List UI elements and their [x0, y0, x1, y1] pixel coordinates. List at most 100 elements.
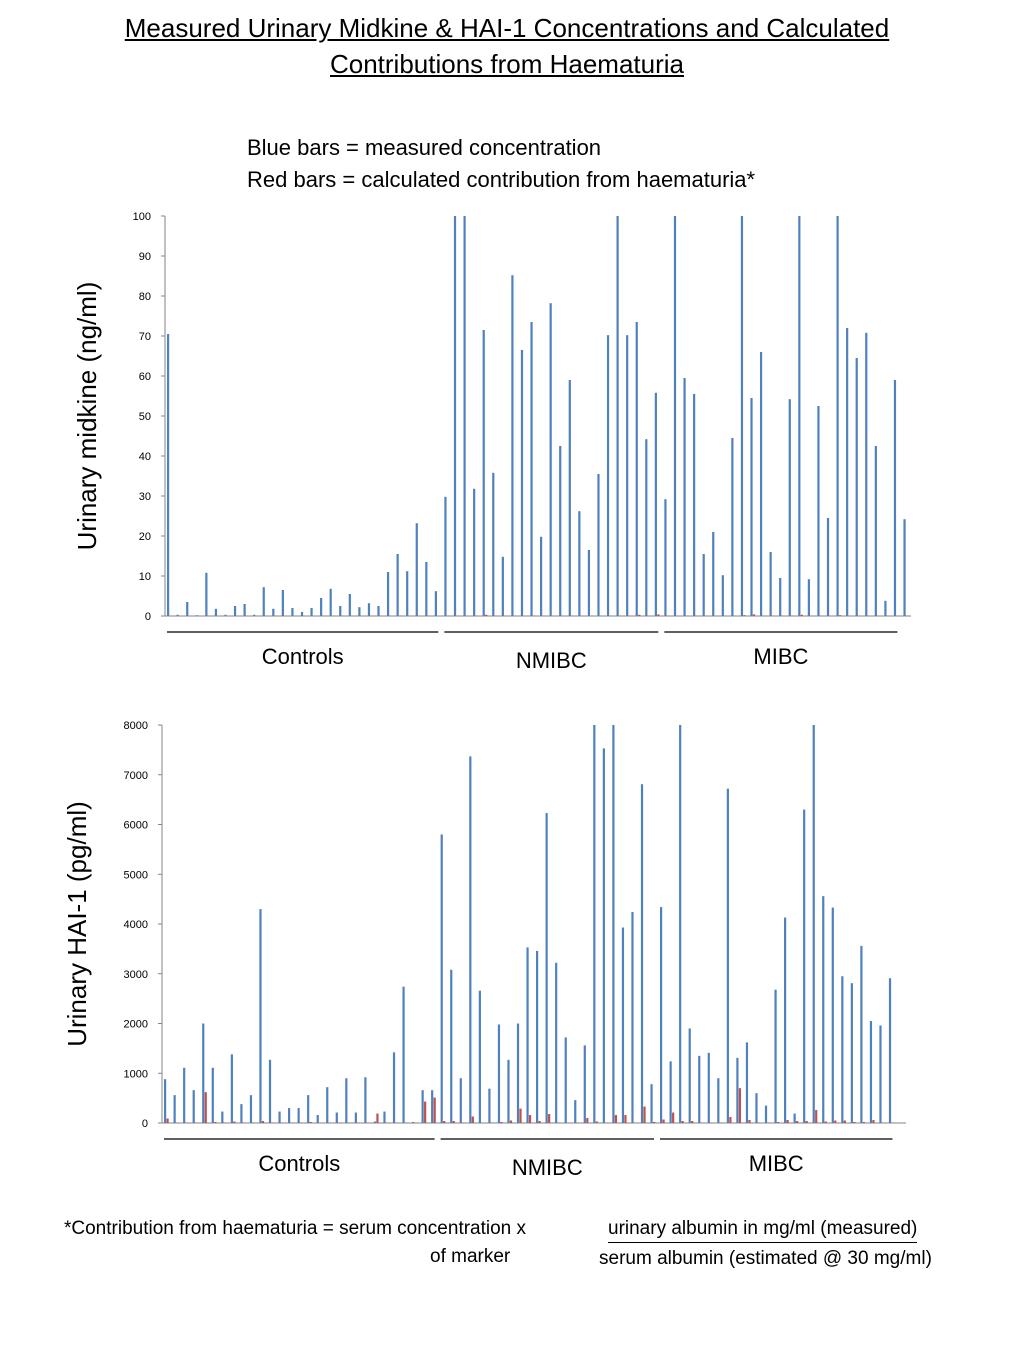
hai1-chart-svg: 0 1000 2000 3000 4000 5000 6000 7000 8000 Urinary…: [62, 720, 906, 1180]
midkine-haematuria-bar: [657, 614, 660, 616]
midkine-measured-bar: [530, 322, 533, 616]
midkine-haematuria-bar: [752, 614, 756, 616]
hai1-haematuria-bar: [290, 1122, 293, 1123]
hai1-measured-bar: [707, 1052, 710, 1123]
hai1-measured-bar: [688, 1028, 691, 1123]
midkine-measured-bar: [214, 608, 218, 616]
hai1-haematuria-bar: [433, 1097, 436, 1123]
hai1-haematuria-bar: [166, 1118, 169, 1123]
hai1-haematuria-bar: [414, 1122, 417, 1123]
hai1-haematuria-bar: [548, 1114, 551, 1123]
hai1-haematuria-bar: [862, 1122, 866, 1123]
hai1-haematuria-bar: [881, 1122, 885, 1123]
midkine-y-tick-label: 0: [145, 611, 151, 623]
hai1-measured-bar: [297, 1108, 300, 1123]
hai1-haematuria-bar: [767, 1122, 770, 1123]
hai1-measured-bar: [402, 986, 405, 1123]
midkine-y-tick-label: 60: [139, 371, 151, 383]
hai1-haematuria-bar: [328, 1122, 331, 1123]
hai1-haematuria-bar: [614, 1115, 618, 1123]
midkine-measured-bar: [186, 602, 189, 616]
midkine-measured-bar: [635, 322, 638, 616]
midkine-measured-bar: [253, 614, 256, 616]
hai1-measured-bar: [564, 1037, 567, 1123]
legend-haematuria: Red bars = calculated contribution from …: [247, 167, 756, 192]
midkine-measured-bar: [453, 216, 457, 616]
midkine-measured-bar: [367, 603, 371, 616]
hai1-chart: 0 1000 2000 3000 4000 5000 6000 7000 8000 Urinary…: [0, 712, 1024, 1182]
hai1-haematuria-bar: [271, 1122, 274, 1123]
midkine-measured-bar: [693, 394, 696, 616]
midkine-measured-bar: [434, 591, 437, 616]
hai1-measured-bar: [459, 1078, 462, 1123]
hai1-haematuria-bar: [624, 1115, 627, 1123]
hai1-measured-bar: [335, 1112, 338, 1123]
midkine-measured-bar: [884, 600, 887, 616]
midkine-measured-bar: [348, 594, 351, 616]
midkine-chart: 0 10 20 30 40 50 60 70 80 90 100 Urinary midkine (n…: [0, 205, 1024, 675]
hai1-haematuria-bar: [891, 1122, 894, 1123]
hai1-measured-bar: [307, 1095, 310, 1123]
midkine-measured-bar: [559, 446, 562, 616]
midkine-measured-bar: [176, 614, 179, 616]
hai1-haematuria-bar: [595, 1121, 598, 1123]
hai1-haematuria-bar: [586, 1118, 589, 1123]
hai1-measured-bar: [450, 969, 453, 1123]
hai1-haematuria-bar: [633, 1122, 637, 1123]
footnote-lhs: *Contribution from haematuria = serum co…: [64, 1218, 527, 1239]
midkine-haematuria-bar: [638, 614, 641, 616]
hai1-measured-bar: [574, 1100, 577, 1123]
hai1-haematuria-bar: [462, 1122, 465, 1123]
hai1-measured-bar: [555, 962, 558, 1123]
hai1-measured-bar: [850, 983, 853, 1123]
midkine-measured-bar: [807, 579, 810, 616]
midkine-measured-bar: [329, 588, 332, 616]
hai1-measured-bar: [316, 1115, 319, 1123]
midkine-measured-bar: [903, 519, 906, 616]
midkine-measured-bar: [874, 446, 877, 616]
midkine-measured-bar: [654, 392, 657, 616]
hai1-measured-bar: [288, 1108, 291, 1123]
midkine-measured-bar: [788, 399, 791, 616]
hai1-measured-bar: [774, 989, 777, 1123]
hai1-measured-bar: [640, 784, 644, 1123]
legend-measured: Blue bars = measured concentration: [247, 135, 602, 160]
hai1-haematuria-bar: [309, 1122, 312, 1123]
midkine-measured-bar: [482, 330, 485, 616]
title-line-2: Contributions from Haematuria: [329, 49, 685, 79]
midkine-measured-bar: [262, 587, 265, 616]
hai1-measured-bar: [383, 1111, 386, 1123]
midkine-y-tick-label: 10: [139, 571, 151, 583]
midkine-measured-bar: [846, 328, 849, 616]
hai1-haematuria-bar: [719, 1122, 722, 1123]
midkine-measured-bar: [300, 612, 304, 616]
midkine-measured-bar: [205, 572, 208, 616]
hai1-haematuria-bar: [471, 1116, 474, 1123]
midkine-measured-bar: [759, 352, 763, 616]
hai1-measured-bar: [822, 896, 825, 1123]
hai1-measured-bar: [373, 1121, 377, 1123]
hai1-y-tick-label: 1000: [124, 1068, 148, 1080]
hai1-haematuria-bar: [710, 1122, 713, 1123]
hai1-haematuria-bar: [729, 1117, 732, 1123]
hai1-haematuria-bar: [223, 1122, 226, 1123]
hai1-y-axis-label: Urinary HAI-1 (pg/ml): [62, 801, 92, 1047]
hai1-haematuria-bar: [443, 1121, 446, 1123]
midkine-measured-bar: [606, 335, 610, 616]
midkine-measured-bar: [616, 216, 619, 616]
hai1-haematuria-bar: [242, 1122, 246, 1123]
midkine-y-tick-label: 90: [139, 251, 151, 263]
hai1-haematuria-bar: [500, 1122, 503, 1123]
hai1-measured-bar: [726, 788, 729, 1123]
hai1-measured-bar: [583, 1045, 586, 1123]
hai1-haematuria-bar: [538, 1121, 541, 1123]
midkine-chart-svg: 0 10 20 30 40 50 60 70 80 90 100 Urinary midkine (n…: [72, 211, 911, 673]
midkine-measured-bar: [817, 406, 820, 616]
hai1-haematuria-bar: [185, 1122, 188, 1123]
midkine-haematuria-bar: [800, 614, 803, 616]
footnote-lhs-line2: of marker: [430, 1246, 511, 1267]
midkine-measured-bar: [272, 608, 275, 616]
hai1-measured-bar: [488, 1088, 491, 1123]
hai1-measured-bar: [249, 1095, 253, 1123]
hai1-haematuria-bar: [805, 1121, 808, 1123]
